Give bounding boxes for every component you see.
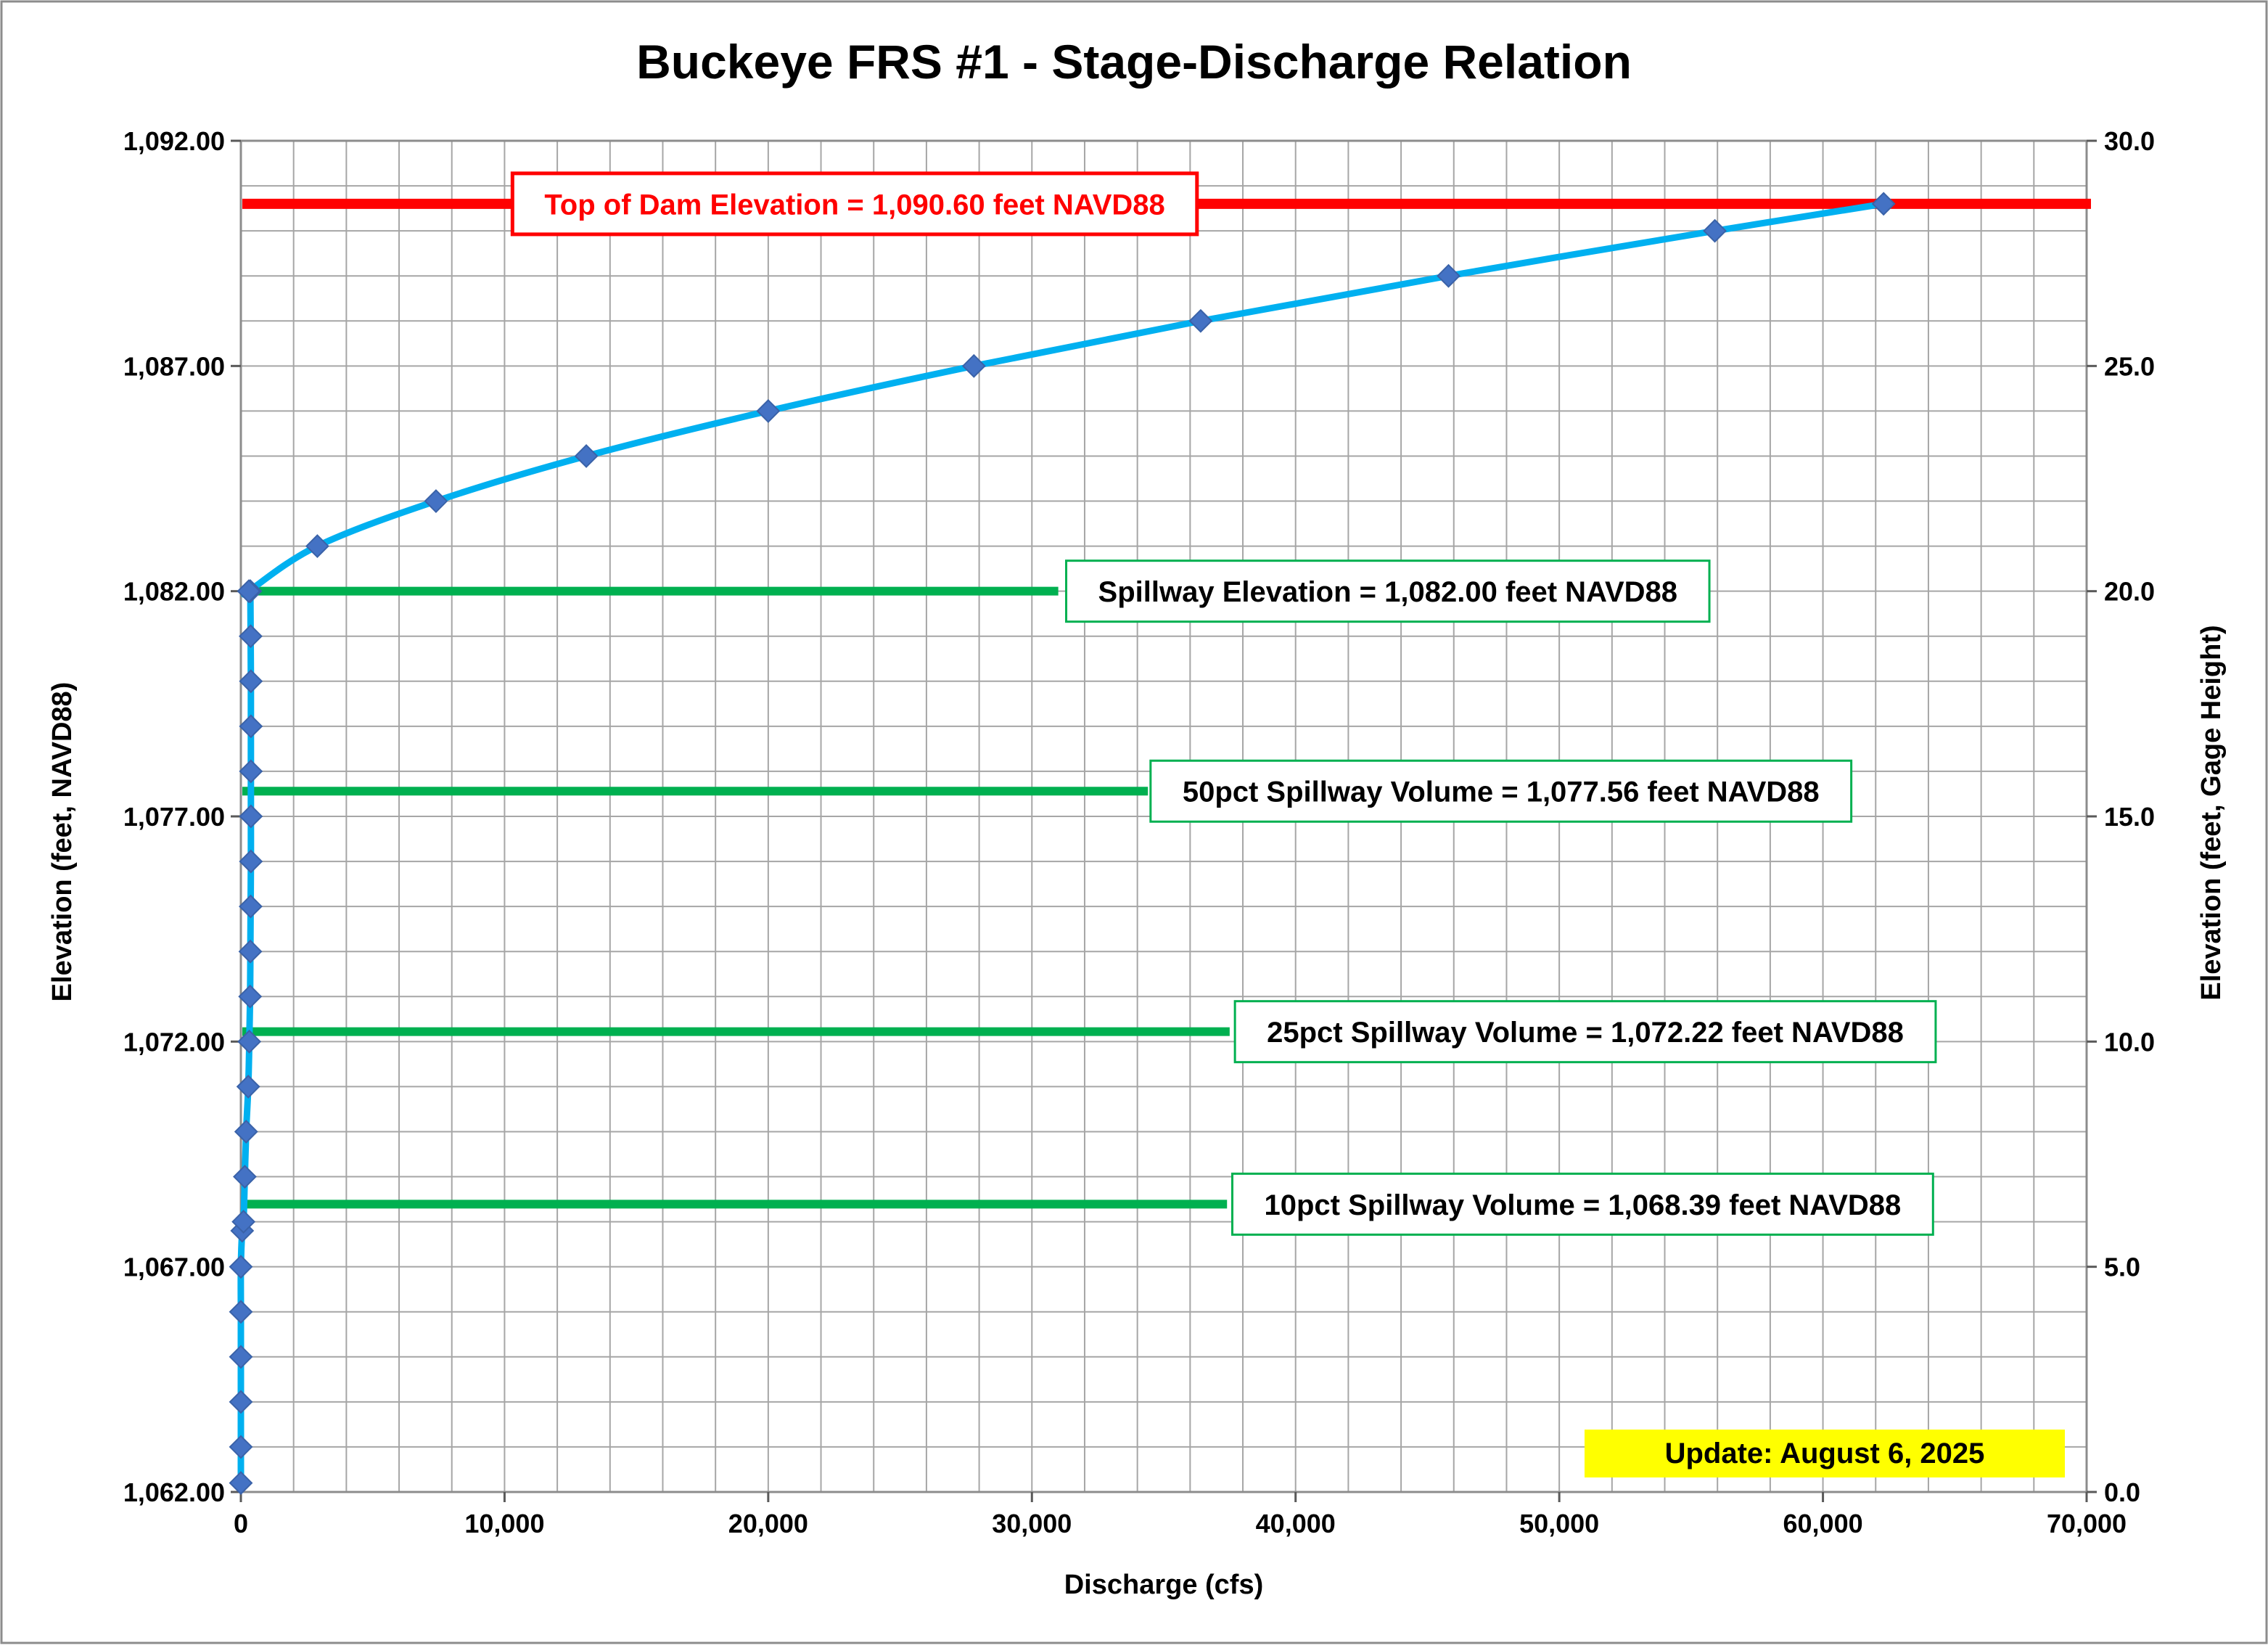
y-tick-label: 1,077.00: [123, 802, 225, 832]
data-point: [229, 1471, 253, 1496]
data-point: [239, 894, 263, 919]
reference-label-text: 50pct Spillway Volume = 1,077.56 feet NA…: [1183, 776, 1820, 808]
y2-tick-label: 10.0: [2104, 1027, 2155, 1057]
data-point: [239, 804, 263, 829]
reference-label-box: [1230, 1172, 1934, 1236]
series-layer: [229, 192, 1896, 1496]
reference-label-box: [1065, 559, 1711, 623]
reference-label-text: 25pct Spillway Volume = 1,072.22 feet NA…: [1267, 1017, 1904, 1049]
data-point: [229, 1390, 253, 1414]
y-tick-label: 1,082.00: [123, 577, 225, 607]
update-box: [1585, 1430, 2065, 1477]
x-tick-label: 0: [234, 1509, 248, 1538]
y-tick-label: 1,067.00: [123, 1253, 225, 1282]
data-point: [236, 1074, 260, 1099]
update-annotation: Update: August 6, 2025: [1585, 1430, 2065, 1477]
y-tick-label: 1,087.00: [123, 351, 225, 381]
data-point: [229, 1345, 253, 1369]
chart-title: Buckeye FRS #1 - Stage-Discharge Relatio…: [636, 35, 1632, 89]
data-point: [1437, 263, 1460, 288]
data-point: [238, 984, 263, 1009]
data-point: [233, 1165, 257, 1189]
data-point: [574, 444, 599, 468]
data-point: [1188, 308, 1213, 333]
data-point: [756, 398, 781, 423]
x-tick-label: 50,000: [1519, 1509, 1599, 1538]
y2-tick-label: 15.0: [2104, 802, 2155, 832]
y2-tick-label: 30.0: [2104, 126, 2155, 156]
axes-layer: 0 10,000 20,000 30,000 40,000 50,000 60,000 70,…: [123, 126, 2155, 1538]
data-point: [239, 714, 263, 739]
x-tick-label: 40,000: [1256, 1509, 1336, 1538]
data-point: [229, 1300, 253, 1324]
reference-label: 50pct Spillway Volume = 1,077.56 feet NA…: [1149, 759, 1853, 823]
reference-label-text: 10pct Spillway Volume = 1,068.39 feet NA…: [1264, 1189, 1901, 1221]
data-point: [231, 1210, 256, 1234]
y2-tick-label: 0.0: [2104, 1477, 2140, 1507]
data-point: [237, 1029, 262, 1054]
y-axis-label: Elevation (feet, NAVD88): [47, 682, 78, 1002]
x-axis-label: Discharge (cfs): [1064, 1570, 1264, 1600]
reference-label-text: Top of Dam Elevation = 1,090.60 feet NAV…: [544, 189, 1164, 221]
x-tick-label: 10,000: [464, 1509, 544, 1538]
reference-label: 25pct Spillway Volume = 1,072.22 feet NA…: [1233, 1000, 1937, 1064]
data-point: [239, 669, 263, 694]
reference-label: Spillway Elevation = 1,082.00 feet NAVD8…: [1065, 559, 1711, 623]
x-tick-label: 20,000: [728, 1509, 808, 1538]
reference-label: 10pct Spillway Volume = 1,068.39 feet NA…: [1230, 1172, 1934, 1236]
reference-labels: Top of Dam Elevation = 1,090.60 feet NAV…: [510, 171, 1937, 1236]
data-point: [237, 579, 261, 604]
data-point: [229, 1435, 253, 1459]
reference-label-box: [1149, 759, 1853, 823]
x-tick-label: 30,000: [992, 1509, 1072, 1538]
data-point: [239, 624, 263, 649]
data-point: [239, 759, 263, 784]
y-tick-label: 1,062.00: [123, 1477, 225, 1507]
data-point: [238, 939, 263, 964]
data-point: [961, 353, 986, 378]
data-point: [1871, 192, 1896, 216]
update-text: Update: August 6, 2025: [1665, 1438, 1985, 1469]
data-point: [234, 1120, 258, 1144]
data-point: [229, 1255, 253, 1279]
reference-label-text: Spillway Elevation = 1,082.00 feet NAVD8…: [1098, 576, 1678, 608]
x-tick-label: 70,000: [2047, 1509, 2127, 1538]
reference-label-box: [510, 171, 1199, 237]
data-point: [239, 849, 263, 874]
y2-axis-label: Elevation (feet, Gage Height): [2196, 625, 2227, 1000]
x-tick-label: 60,000: [1783, 1509, 1863, 1538]
reference-label-box: [1233, 1000, 1937, 1064]
data-point: [1703, 218, 1727, 243]
y2-tick-label: 5.0: [2104, 1253, 2140, 1282]
y2-tick-label: 20.0: [2104, 577, 2155, 607]
y-tick-label: 1,072.00: [123, 1027, 225, 1057]
data-point: [305, 534, 329, 559]
y2-tick-label: 25.0: [2104, 351, 2155, 381]
y-tick-label: 1,092.00: [123, 126, 225, 156]
reference-label: Top of Dam Elevation = 1,090.60 feet NAV…: [510, 171, 1199, 237]
data-point: [424, 489, 448, 513]
